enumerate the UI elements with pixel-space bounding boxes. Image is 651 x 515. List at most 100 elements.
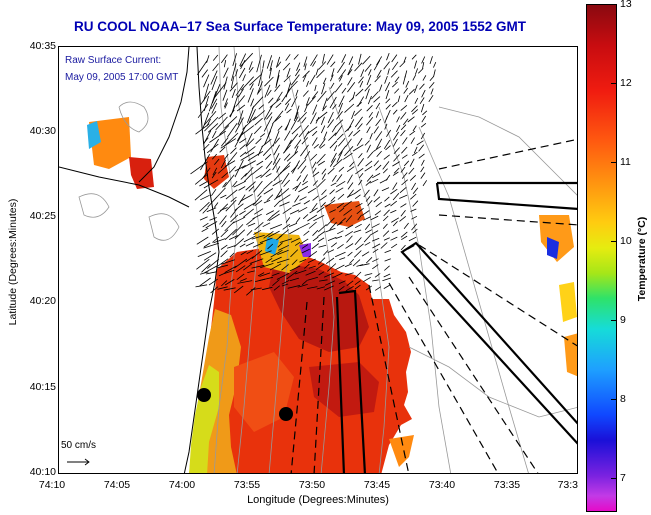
current-vector bbox=[294, 139, 302, 149]
current-vector bbox=[208, 278, 218, 286]
current-vector bbox=[267, 243, 274, 250]
current-vector bbox=[215, 116, 228, 131]
current-vector bbox=[354, 284, 361, 290]
current-vector bbox=[281, 264, 289, 271]
current-vector bbox=[309, 74, 316, 85]
current-vector bbox=[347, 182, 354, 190]
current-vector bbox=[374, 286, 382, 291]
current-vector bbox=[253, 110, 266, 121]
current-vector bbox=[284, 123, 289, 131]
current-vector bbox=[338, 280, 346, 285]
current-vector bbox=[275, 102, 282, 108]
current-vector bbox=[260, 168, 271, 179]
current-vector bbox=[224, 102, 228, 109]
current-vector bbox=[229, 166, 236, 174]
current-vector bbox=[338, 285, 345, 291]
current-vector bbox=[289, 228, 300, 235]
current-vector bbox=[375, 111, 379, 118]
current-vector bbox=[412, 74, 416, 81]
current-vector bbox=[234, 258, 248, 269]
current-vector bbox=[367, 151, 374, 159]
current-vector bbox=[212, 167, 218, 176]
current-vector bbox=[319, 195, 327, 201]
current-vector bbox=[307, 286, 318, 289]
current-vector bbox=[385, 82, 391, 92]
current-vector bbox=[311, 91, 319, 100]
current-vector bbox=[301, 248, 310, 254]
current-vector bbox=[274, 84, 281, 92]
current-vector bbox=[430, 88, 434, 95]
current-vector bbox=[371, 91, 379, 100]
current-vector bbox=[358, 76, 364, 84]
current-vector bbox=[282, 62, 291, 71]
current-vector bbox=[353, 229, 362, 233]
current-vector bbox=[259, 133, 266, 138]
current-vector bbox=[304, 150, 311, 160]
current-vector bbox=[375, 118, 382, 127]
current-vector bbox=[408, 236, 417, 242]
current-vector bbox=[220, 54, 228, 64]
current-vector bbox=[355, 202, 363, 208]
current-vector bbox=[307, 214, 318, 222]
current-vector bbox=[290, 237, 300, 243]
current-vector bbox=[211, 188, 217, 197]
current-vector bbox=[315, 116, 320, 124]
current-vector bbox=[234, 229, 246, 240]
current-vector bbox=[331, 126, 337, 133]
current-vector bbox=[373, 196, 381, 203]
current-vector bbox=[272, 130, 280, 147]
current-vector bbox=[293, 54, 299, 60]
map-plot-area[interactable]: Raw Surface Current: May 09, 2005 17:00 … bbox=[58, 46, 578, 474]
current-vector bbox=[257, 272, 265, 277]
current-vector bbox=[399, 61, 406, 68]
current-vector bbox=[355, 167, 364, 175]
current-vector bbox=[367, 199, 373, 206]
current-vector bbox=[240, 125, 255, 136]
ytick-label: 40:20 bbox=[29, 295, 56, 307]
current-vector bbox=[326, 217, 335, 227]
current-vector bbox=[277, 125, 283, 131]
current-vector bbox=[384, 203, 391, 208]
current-vector bbox=[393, 154, 400, 162]
current-vector bbox=[268, 97, 274, 104]
current-vector bbox=[364, 83, 372, 92]
current-vector bbox=[258, 69, 264, 87]
current-vector bbox=[223, 174, 235, 188]
current-vector bbox=[337, 243, 344, 250]
current-vector bbox=[260, 263, 274, 269]
current-vector bbox=[299, 238, 309, 245]
current-vector bbox=[318, 138, 326, 148]
current-vector bbox=[401, 172, 408, 179]
current-vector bbox=[240, 173, 248, 180]
current-vector bbox=[365, 88, 370, 100]
current-vector bbox=[316, 69, 325, 79]
current-vector bbox=[247, 222, 256, 227]
current-vector bbox=[330, 82, 335, 89]
current-vector bbox=[372, 279, 379, 282]
current-vector bbox=[401, 154, 408, 159]
y-axis-label: Latitude (Degrees:Minutes) bbox=[7, 198, 19, 326]
current-vector bbox=[320, 202, 326, 208]
current-vector bbox=[362, 55, 371, 65]
current-vector bbox=[297, 159, 307, 170]
current-vector bbox=[212, 54, 219, 61]
sst-east-cold bbox=[547, 237, 559, 259]
current-vector bbox=[399, 215, 407, 222]
current-vector bbox=[312, 171, 320, 177]
current-vector bbox=[303, 230, 310, 236]
current-vector bbox=[199, 201, 210, 212]
current-vector bbox=[219, 146, 226, 153]
current-vector bbox=[332, 272, 343, 279]
current-vector bbox=[285, 54, 291, 61]
current-vector bbox=[329, 96, 337, 109]
colorbar-label: Temperature (°C) bbox=[636, 216, 648, 302]
current-vector bbox=[202, 112, 210, 129]
current-vector bbox=[203, 83, 210, 102]
current-vector bbox=[347, 63, 354, 76]
current-vector bbox=[356, 207, 364, 215]
current-vector bbox=[206, 207, 217, 213]
current-vector bbox=[421, 115, 427, 123]
current-vector bbox=[302, 70, 310, 79]
current-vector bbox=[330, 196, 336, 202]
current-vector bbox=[349, 258, 355, 264]
